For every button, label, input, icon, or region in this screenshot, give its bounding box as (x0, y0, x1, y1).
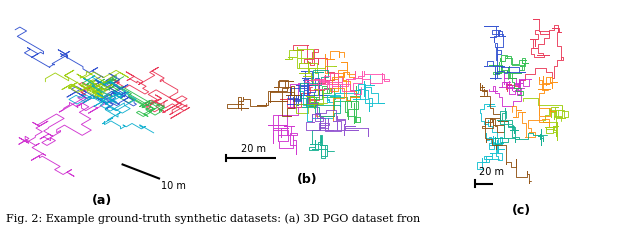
Text: Fig. 2: Example ground-truth synthetic datasets: (a) 3D PGO dataset fron: Fig. 2: Example ground-truth synthetic d… (6, 212, 420, 223)
Text: (a): (a) (92, 193, 113, 206)
Text: (c): (c) (512, 203, 531, 216)
Text: 20 m: 20 m (479, 167, 504, 177)
Text: (b): (b) (297, 172, 317, 185)
Text: 10 m: 10 m (161, 180, 186, 190)
Text: 20 m: 20 m (241, 143, 266, 153)
